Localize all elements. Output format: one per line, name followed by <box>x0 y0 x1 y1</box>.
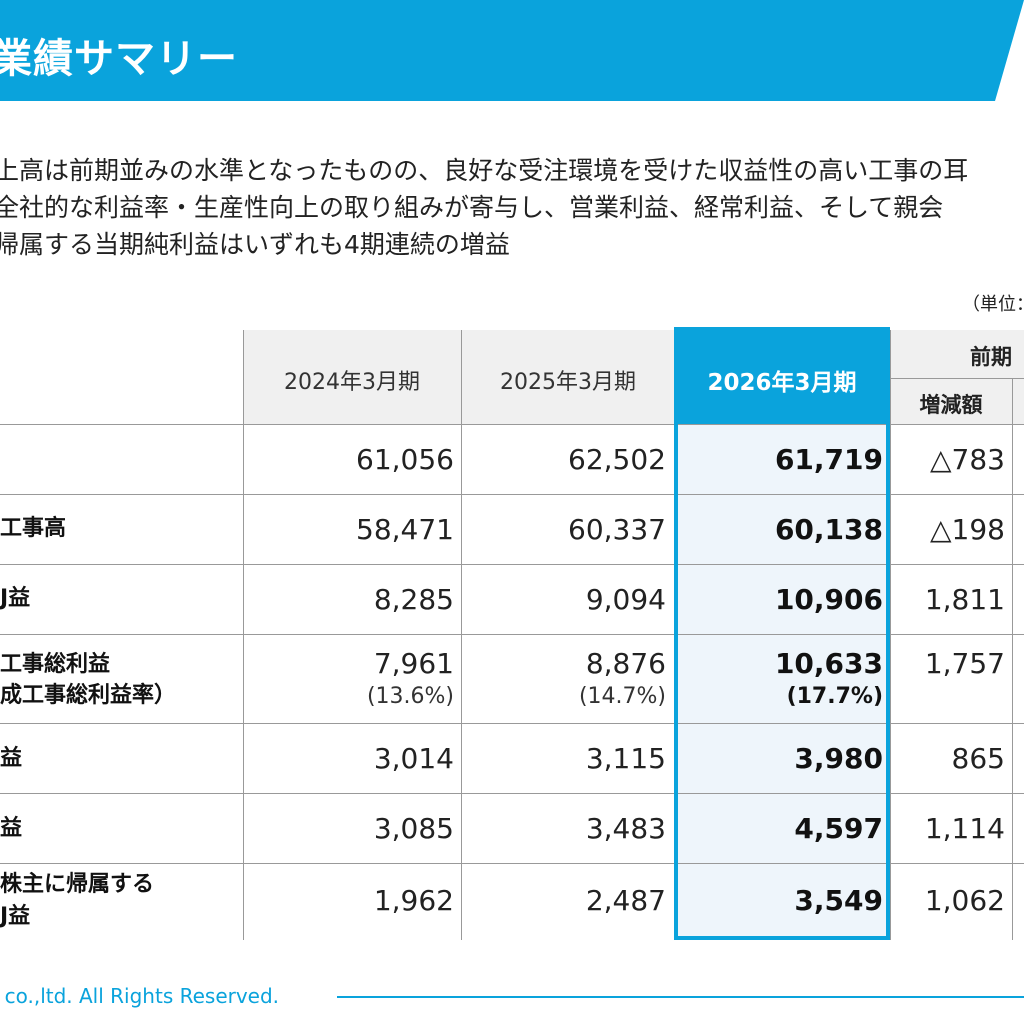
grid-line <box>0 494 1024 495</box>
cell-change: 1,757 <box>924 647 1005 680</box>
footer-divider <box>337 996 1024 998</box>
header-change-amount: 増減額 <box>919 393 983 417</box>
row-label: 株主に帰属する <box>0 872 155 897</box>
intro-line: 上高は前期並みの水準となったものの、良好な受注環境を受けた収益性の高い工事の耳 <box>0 156 969 185</box>
cell-fy2025: 9,094 <box>585 583 666 616</box>
cell-change: △783 <box>930 443 1005 476</box>
header-fy2024: 2024年3月期 <box>284 370 420 395</box>
cell-fy2026-ratio: (17.7%) <box>786 684 883 709</box>
grid-line <box>0 863 1024 864</box>
grid-line <box>890 378 1024 379</box>
grid-line <box>0 723 1024 724</box>
grid-line <box>461 330 462 940</box>
cell-fy2024: 3,014 <box>373 742 454 775</box>
row-label: 益 <box>0 746 23 771</box>
cell-change: 1,062 <box>924 884 1005 917</box>
unit-note: （単位： <box>962 294 1024 315</box>
cell-fy2025: 60,337 <box>568 513 666 546</box>
row-label: J益 <box>0 586 31 611</box>
title-banner <box>0 0 1024 101</box>
cell-change: △198 <box>930 513 1005 546</box>
header-bg <box>243 330 675 424</box>
cell-fy2025-ratio: (14.7%) <box>578 684 666 709</box>
grid-line <box>0 793 1024 794</box>
cell-change: 1,114 <box>924 812 1005 845</box>
cell-change: 1,811 <box>924 583 1005 616</box>
page-title: 業績サマリー <box>0 36 238 82</box>
cell-fy2026: 10,906 <box>774 583 883 616</box>
grid-line <box>0 564 1024 565</box>
grid-line <box>0 634 1024 635</box>
cell-fy2026: 61,719 <box>774 443 883 476</box>
header-bg-yoy <box>890 330 1024 424</box>
row-label: 益 <box>0 816 23 841</box>
cell-fy2025: 3,483 <box>585 812 666 845</box>
header-fy2025: 2025年3月期 <box>500 370 636 395</box>
cell-fy2025: 3,115 <box>585 742 666 775</box>
row-label: 工事総利益 <box>0 652 111 677</box>
cell-fy2024-ratio: (13.6%) <box>366 684 454 709</box>
cell-fy2025: 2,487 <box>585 884 666 917</box>
cell-fy2026: 3,549 <box>794 884 883 917</box>
cell-fy2026: 10,633 <box>774 647 883 680</box>
cell-fy2024: 3,085 <box>373 812 454 845</box>
row-label: J益 <box>0 904 31 929</box>
cell-fy2024: 58,471 <box>356 513 454 546</box>
intro-line: 帰属する当期純利益はいずれも4期連続の増益 <box>0 230 510 259</box>
cell-fy2026: 60,138 <box>774 513 883 546</box>
row-label: 工事高 <box>0 516 67 541</box>
header-yoy-group: 前期 <box>970 345 1012 369</box>
header-fy2026: 2026年3月期 <box>707 370 857 396</box>
current-year-fill <box>677 425 887 937</box>
cell-fy2026: 3,980 <box>794 742 883 775</box>
cell-change: 865 <box>951 742 1005 775</box>
grid-line <box>0 424 1024 425</box>
header-bg-current <box>675 328 889 424</box>
cell-fy2024: 1,962 <box>373 884 454 917</box>
intro-line: 全社的な利益率・生産性向上の取り組みが寄与し、営業利益、経常利益、そして親会 <box>0 193 944 222</box>
grid-line <box>890 330 891 940</box>
cell-fy2024: 61,056 <box>356 443 454 476</box>
cell-fy2026: 4,597 <box>794 812 883 845</box>
intro-text: 上高は前期並みの水準となったものの、良好な受注環境を受けた収益性の高い工事の耳 … <box>0 152 968 263</box>
row-label: 成工事総利益率） <box>0 683 177 708</box>
cell-fy2024: 7,961 <box>373 647 454 680</box>
copyright-footer: o co.,ltd. All Rights Reserved. <box>0 984 280 1008</box>
grid-line <box>1012 378 1013 940</box>
grid-line <box>243 330 244 940</box>
cell-fy2025: 8,876 <box>585 647 666 680</box>
cell-fy2025: 62,502 <box>568 443 666 476</box>
cell-fy2024: 8,285 <box>373 583 454 616</box>
